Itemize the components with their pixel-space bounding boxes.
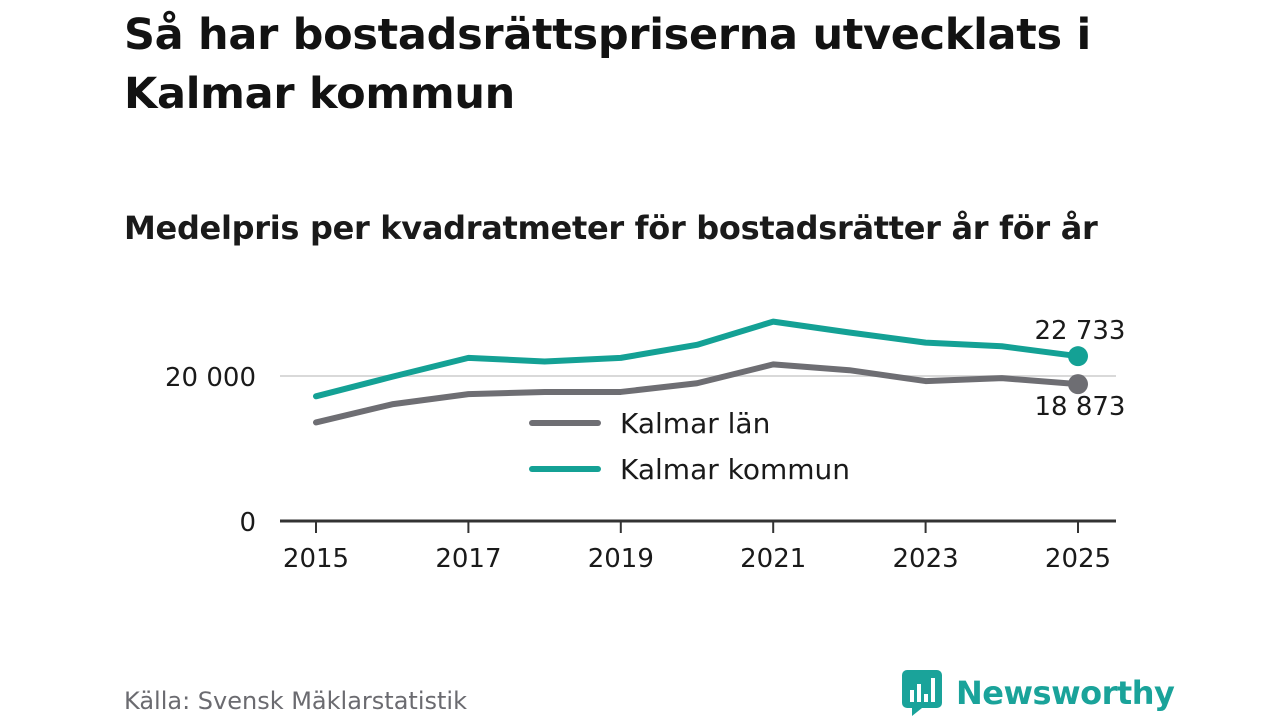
brand-name: Newsworthy <box>956 674 1175 712</box>
series-end-point-0 <box>1068 374 1088 395</box>
legend-label-0: Kalmar län <box>620 407 770 440</box>
brand-logo: Newsworthy <box>902 670 1175 716</box>
x-tick-label: 2025 <box>1045 544 1111 574</box>
source-note: Källa: Svensk Mäklarstatistik <box>124 687 467 715</box>
x-tick-label: 2017 <box>435 544 501 574</box>
newsworthy-logo-icon <box>902 670 942 716</box>
y-tick-label: 20 000 <box>165 363 256 393</box>
end-value-label-0: 18 873 <box>1035 392 1126 422</box>
end-value-label-1: 22 733 <box>1035 316 1126 346</box>
x-tick-label: 2019 <box>588 544 654 574</box>
chart-subtitle: Medelpris per kvadratmeter för bostadsrä… <box>124 209 1098 247</box>
series-line-1 <box>313 318 1081 400</box>
chart-title: Så har bostadsrättspriserna utvecklats i… <box>124 10 1091 119</box>
x-tick-label: 2015 <box>283 544 349 574</box>
legend-label-1: Kalmar kommun <box>620 453 850 486</box>
x-tick-label: 2021 <box>740 544 806 574</box>
y-tick-label: 0 <box>239 508 256 538</box>
series-line-0 <box>313 361 1081 426</box>
x-tick-label: 2023 <box>893 544 959 574</box>
series-end-point-1 <box>1068 346 1088 367</box>
